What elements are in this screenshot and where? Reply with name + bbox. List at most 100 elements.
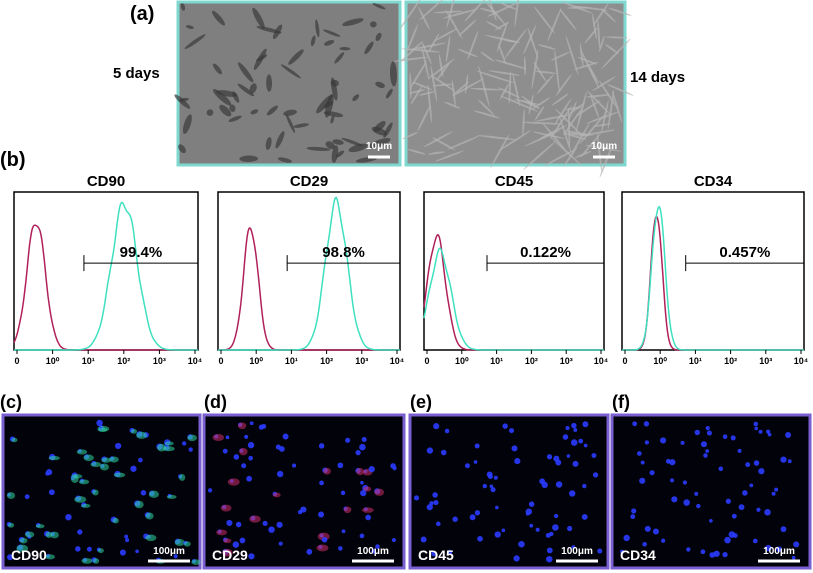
nucleus <box>173 554 178 559</box>
nucleus <box>660 437 667 444</box>
stain <box>323 467 331 475</box>
marker-label: CD29 <box>212 547 248 563</box>
cell <box>605 36 628 39</box>
nucleus <box>48 489 55 496</box>
cell <box>561 1 593 14</box>
histogram-title: CD34 <box>694 173 733 190</box>
stain <box>113 472 126 478</box>
nucleus <box>700 441 708 448</box>
cell <box>423 131 453 148</box>
cell <box>565 35 579 76</box>
nucleus <box>300 506 307 513</box>
nucleus <box>765 544 772 552</box>
stain <box>136 431 147 439</box>
cell <box>429 74 456 92</box>
nucleus <box>477 535 483 542</box>
nucleus <box>436 521 441 527</box>
cell <box>219 104 232 117</box>
histogram-curve <box>423 247 604 351</box>
nucleus <box>247 441 255 449</box>
histogram-curve <box>218 196 400 351</box>
cell <box>185 25 194 29</box>
x-tick-label: 10⁰ <box>653 356 667 366</box>
nucleus <box>239 537 246 544</box>
stain <box>130 429 138 434</box>
nucleus <box>680 440 685 445</box>
stain <box>134 500 144 509</box>
cell <box>575 91 587 133</box>
nucleus <box>555 459 562 466</box>
nucleus <box>261 423 267 429</box>
histogram-frame <box>13 191 199 351</box>
nucleus <box>570 439 578 446</box>
cell <box>323 29 341 37</box>
nucleus <box>652 528 659 535</box>
panel-label: (e) <box>410 392 432 412</box>
cell <box>375 81 385 89</box>
cell <box>611 90 623 123</box>
nucleus <box>555 481 563 488</box>
cell <box>499 2 517 10</box>
x-tick-label: 10³ <box>759 356 772 366</box>
cell <box>409 60 427 90</box>
nucleus <box>525 511 530 516</box>
nucleus <box>390 463 396 469</box>
x-tick-label: 10⁰ <box>455 356 469 366</box>
nucleus <box>705 426 710 431</box>
nucleus <box>338 546 343 551</box>
cell <box>579 112 607 145</box>
cell <box>206 109 214 116</box>
cell <box>593 2 609 26</box>
nucleus <box>360 480 364 485</box>
nucleus <box>791 555 796 560</box>
stain <box>356 467 364 476</box>
cell <box>559 116 572 153</box>
cell <box>464 0 485 22</box>
stain <box>220 504 232 512</box>
cell <box>325 141 335 150</box>
cell <box>451 79 456 107</box>
nucleus <box>96 419 103 427</box>
nucleus <box>780 526 787 533</box>
cell <box>494 21 510 31</box>
cell <box>266 74 273 92</box>
nucleus <box>649 470 655 476</box>
panel-label: (a) <box>130 3 154 25</box>
cell <box>348 143 368 153</box>
nucleus <box>482 483 487 489</box>
cell <box>446 0 457 29</box>
cell <box>457 48 478 58</box>
nucleus <box>709 552 716 558</box>
nucleus <box>670 478 675 483</box>
cell <box>184 34 206 50</box>
cell <box>438 54 444 78</box>
nucleus <box>758 468 765 475</box>
cell <box>427 33 440 53</box>
nucleus <box>742 490 748 496</box>
nucleus <box>631 508 637 514</box>
nucleus <box>431 550 437 557</box>
nucleus <box>683 499 690 506</box>
cell <box>211 10 225 26</box>
nucleus <box>780 456 787 463</box>
cell <box>407 149 426 155</box>
cell <box>435 28 458 41</box>
nucleus <box>7 554 14 561</box>
stain <box>164 441 174 446</box>
nucleus <box>753 460 760 466</box>
cell <box>427 151 446 155</box>
x-tick-label: 10⁴ <box>188 356 202 366</box>
nucleus <box>529 523 534 528</box>
cell <box>508 71 512 104</box>
histogram-title: CD45 <box>495 173 533 190</box>
cell <box>399 41 423 63</box>
stain <box>92 558 100 564</box>
cell <box>480 51 495 62</box>
cell <box>409 89 426 94</box>
nucleus <box>135 549 139 554</box>
nucleus <box>571 545 576 550</box>
stain <box>363 486 372 492</box>
stain <box>45 531 53 538</box>
cell <box>265 137 272 150</box>
nucleus <box>765 429 771 434</box>
